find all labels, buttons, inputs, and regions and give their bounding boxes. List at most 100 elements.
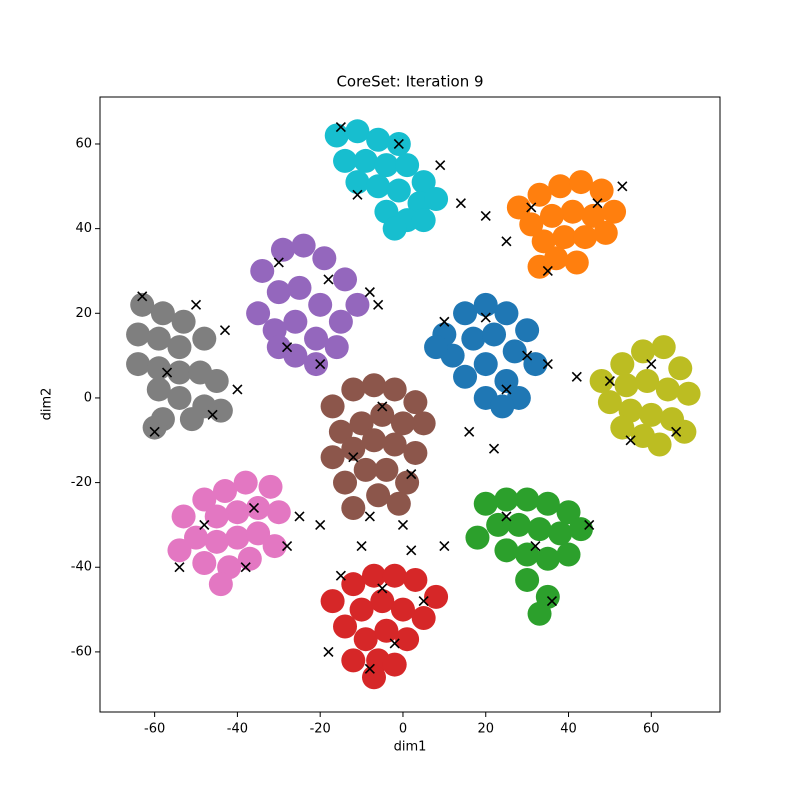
selected-point	[418, 596, 429, 607]
data-point	[171, 309, 196, 334]
data-point	[250, 258, 275, 283]
selected-point	[248, 502, 260, 514]
data-point	[515, 318, 540, 343]
selected-point	[584, 519, 595, 530]
data-point	[333, 614, 358, 639]
data-point	[527, 254, 552, 279]
data-point	[473, 491, 498, 516]
selected-point	[406, 545, 417, 556]
data-point	[403, 440, 428, 465]
data-point	[390, 597, 415, 622]
data-point	[519, 212, 544, 237]
plot-area	[126, 119, 701, 690]
selected-point	[323, 274, 334, 285]
data-point	[382, 216, 407, 241]
x-tick-label: -60	[144, 722, 165, 737]
data-point	[126, 322, 151, 347]
selected-point	[464, 426, 475, 437]
selected-point	[377, 401, 388, 412]
selected-point	[617, 181, 628, 192]
data-point	[258, 474, 283, 499]
chart-title: CoreSet: Iteration 9	[336, 73, 483, 91]
selected-point	[373, 299, 384, 310]
data-point	[233, 470, 258, 495]
data-point	[635, 369, 660, 394]
data-point	[361, 563, 386, 588]
data-point	[374, 153, 399, 178]
data-point	[411, 170, 436, 195]
data-point	[374, 457, 399, 482]
data-point	[184, 525, 209, 550]
data-point	[328, 309, 353, 334]
data-point	[370, 589, 395, 614]
selected-point	[592, 198, 603, 209]
data-point	[676, 381, 701, 406]
data-point	[494, 369, 519, 394]
data-point	[146, 377, 171, 402]
data-point	[270, 237, 295, 262]
selected-point	[439, 541, 450, 552]
selected-point	[501, 511, 512, 522]
data-point	[639, 402, 664, 427]
data-point	[353, 148, 378, 173]
selected-point	[455, 198, 466, 209]
data-point	[655, 377, 680, 402]
data-point	[312, 246, 337, 271]
selected-point	[397, 519, 409, 530]
data-point	[494, 538, 519, 563]
data-point	[395, 627, 420, 652]
data-point	[403, 390, 428, 415]
data-point	[345, 170, 370, 195]
selected-point	[389, 638, 400, 649]
data-point	[568, 517, 593, 542]
selected-point	[406, 469, 417, 480]
data-point	[366, 174, 391, 199]
data-point	[192, 326, 217, 351]
selected-point	[646, 359, 657, 370]
selected-point	[522, 350, 533, 361]
data-point	[266, 500, 291, 525]
data-point	[560, 199, 585, 224]
data-point	[266, 335, 291, 360]
data-point	[237, 546, 262, 571]
data-point	[527, 182, 552, 207]
data-point	[345, 292, 370, 317]
data-point	[341, 495, 366, 520]
data-point	[192, 551, 217, 576]
selected-point	[480, 312, 491, 323]
data-point	[324, 123, 349, 148]
data-point	[424, 187, 449, 212]
data-point	[341, 436, 366, 461]
selected-point	[240, 562, 251, 573]
selected-point	[335, 121, 346, 133]
data-point	[266, 280, 291, 305]
data-point	[668, 356, 693, 381]
data-point	[192, 487, 217, 512]
data-point	[651, 335, 676, 360]
data-point	[212, 479, 237, 504]
data-point	[345, 119, 370, 144]
selected-point	[294, 511, 305, 522]
data-point	[453, 301, 478, 326]
data-point	[167, 538, 192, 563]
data-point	[589, 178, 614, 203]
data-point	[610, 352, 635, 377]
y-tick-label: -20	[71, 475, 92, 490]
selected-point	[207, 409, 218, 420]
data-point	[564, 250, 589, 275]
selected-point	[348, 452, 359, 463]
selected-point	[219, 325, 231, 336]
data-point	[602, 199, 627, 224]
data-point	[204, 529, 229, 554]
data-point	[204, 504, 229, 529]
data-point	[515, 487, 540, 512]
selected-point	[439, 316, 450, 327]
selected-point	[315, 519, 326, 530]
data-point	[204, 369, 229, 394]
selected-point	[393, 138, 404, 150]
selected-point	[364, 287, 375, 298]
y-tick-label: 0	[84, 390, 92, 405]
data-point	[366, 127, 391, 152]
selected-point	[161, 367, 173, 378]
data-point	[548, 521, 573, 546]
